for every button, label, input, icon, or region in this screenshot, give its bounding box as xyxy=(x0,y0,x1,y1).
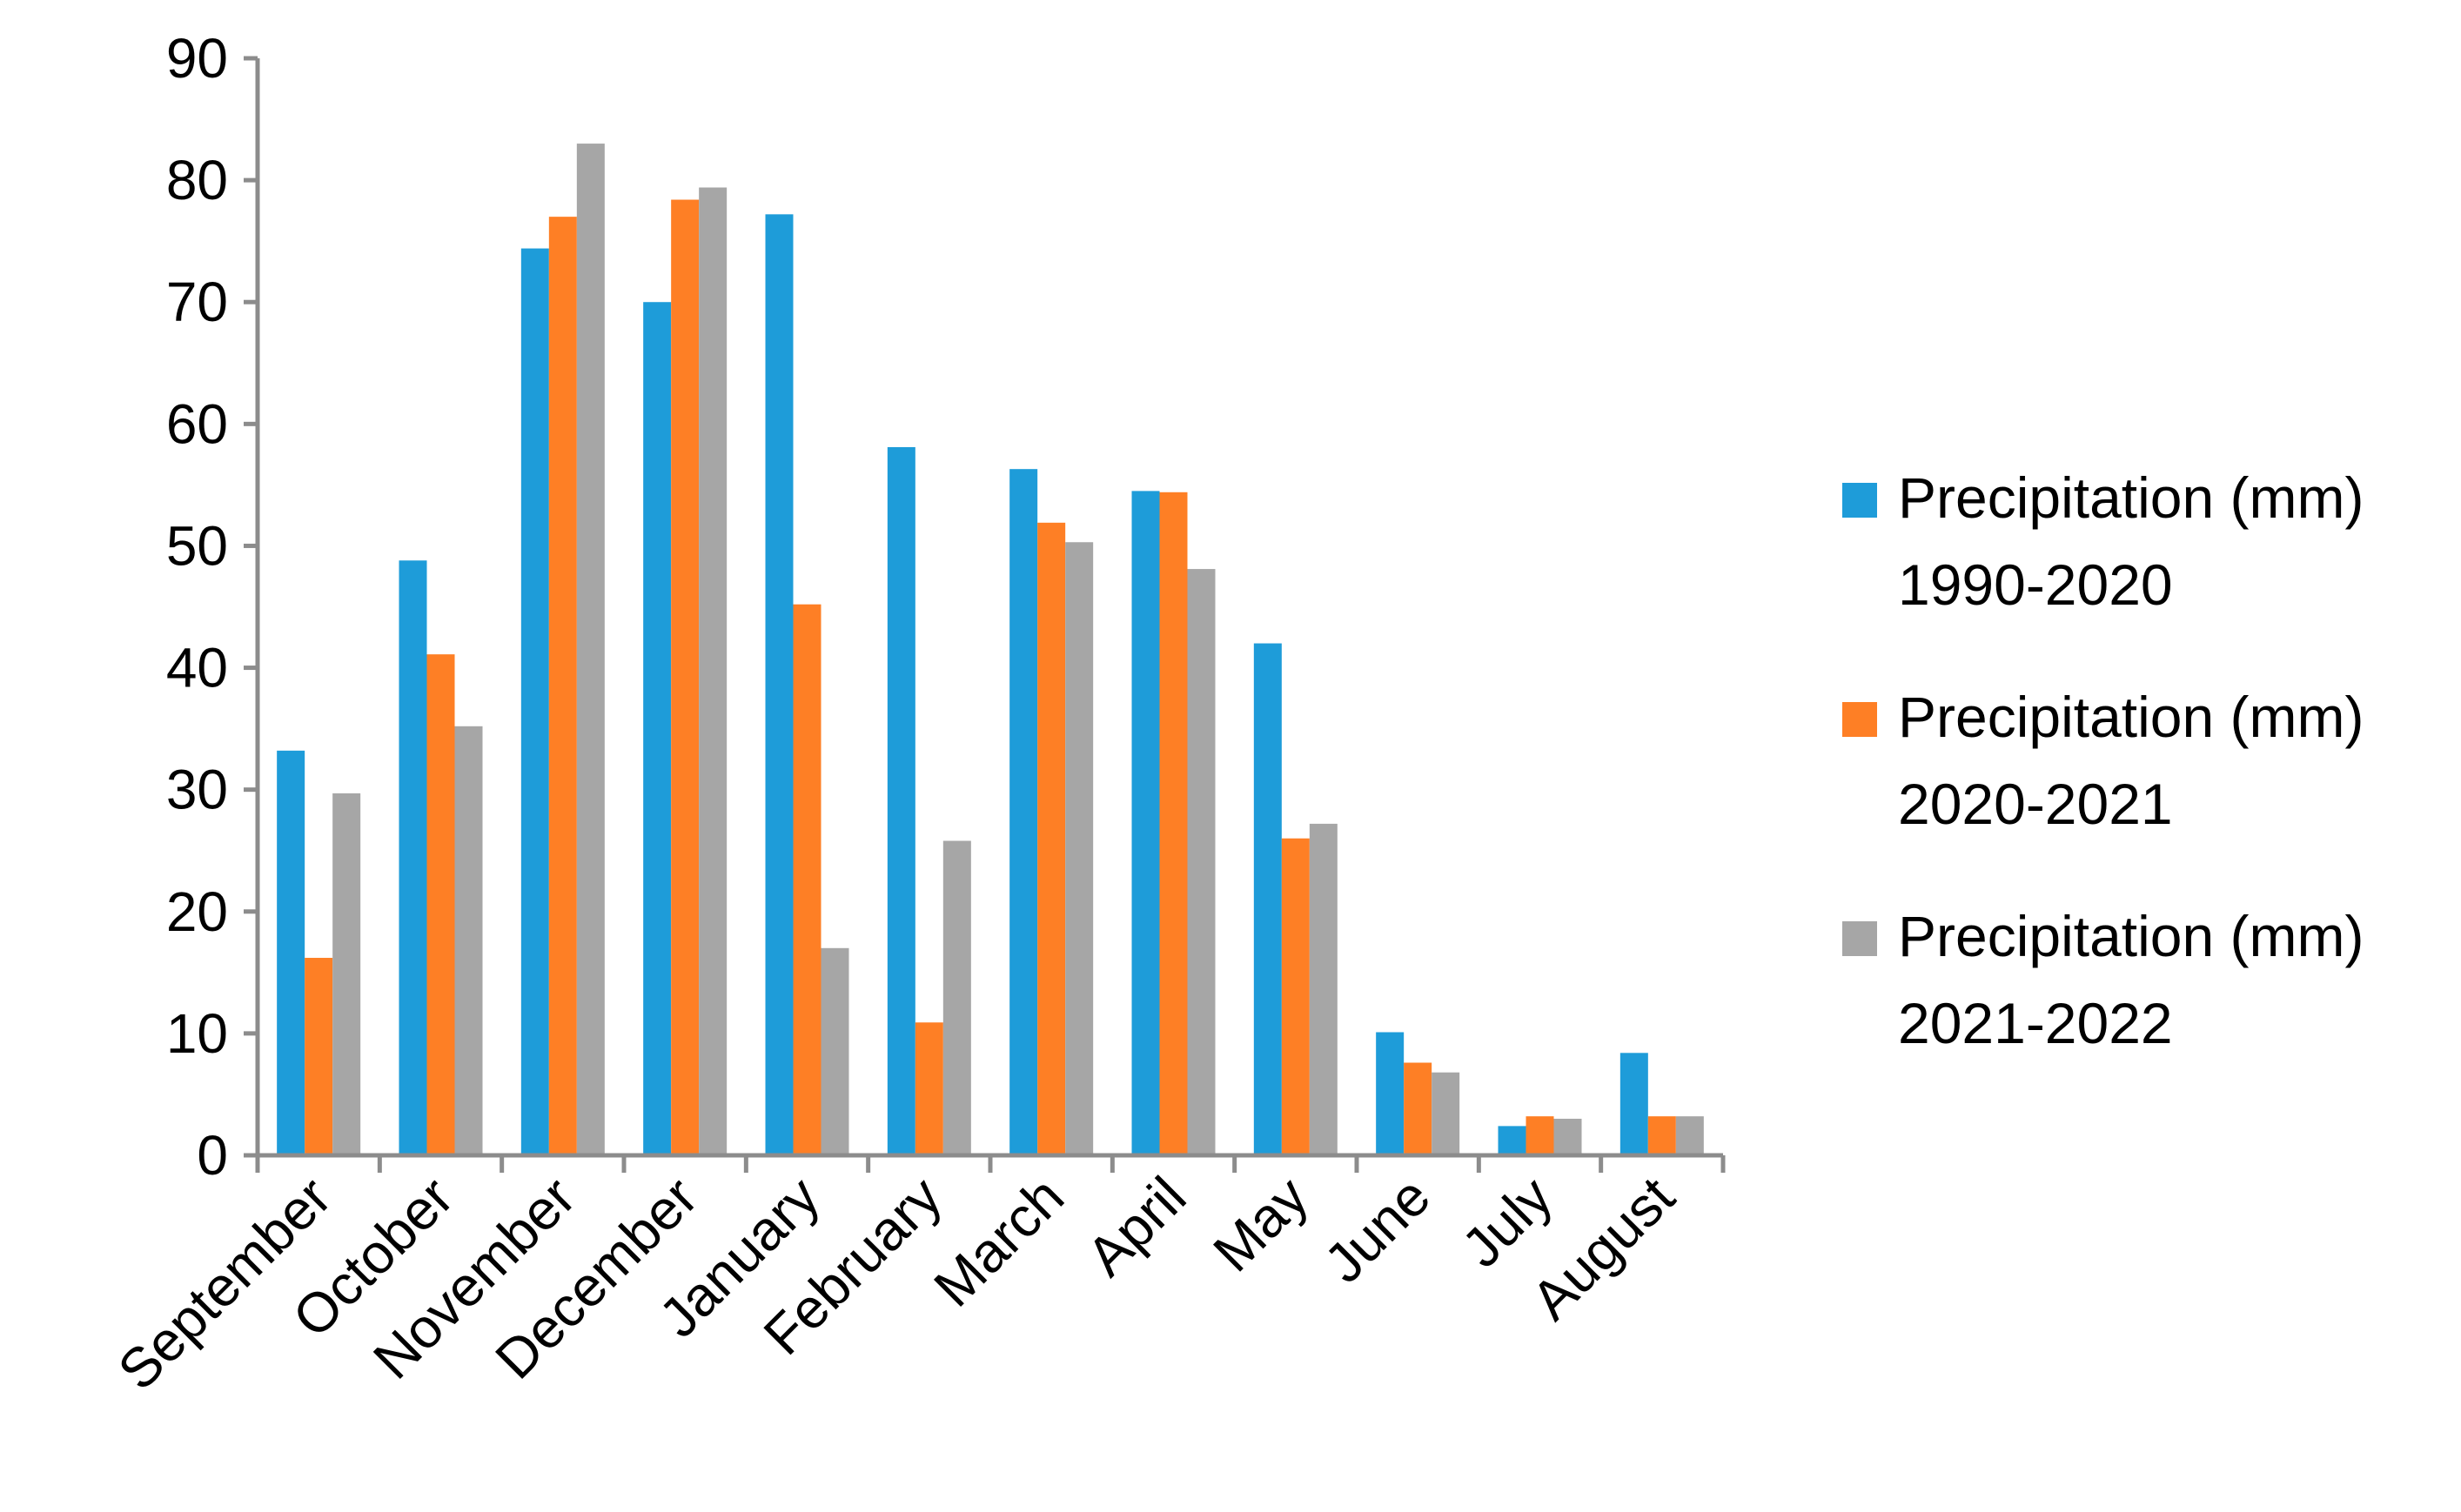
y-tick-label: 90 xyxy=(166,27,228,90)
bar-february-series-1 xyxy=(887,446,915,1155)
bar-may-series-2 xyxy=(1281,838,1310,1155)
bar-october-series-2 xyxy=(426,654,455,1155)
bar-june-series-3 xyxy=(1432,1072,1460,1155)
y-tick-label: 50 xyxy=(166,514,228,577)
bar-june-series-1 xyxy=(1376,1032,1405,1155)
y-tick-label: 80 xyxy=(166,149,228,211)
x-tick-label-april: April xyxy=(1075,1165,1197,1288)
bar-december-series-3 xyxy=(699,187,728,1155)
bar-march-series-3 xyxy=(1065,542,1094,1155)
bar-january-series-3 xyxy=(821,947,849,1155)
bar-september-series-3 xyxy=(332,793,361,1155)
bar-april-series-3 xyxy=(1187,569,1216,1155)
bar-may-series-1 xyxy=(1253,643,1282,1155)
x-tick-label-may: May xyxy=(1201,1165,1319,1283)
legend-swatch-2 xyxy=(1842,702,1877,737)
legend-label-2: 2020-2021 xyxy=(1898,772,2173,836)
bar-july-series-2 xyxy=(1526,1116,1554,1155)
legend-swatch-3 xyxy=(1842,921,1877,956)
bar-january-series-2 xyxy=(793,604,821,1155)
bar-march-series-2 xyxy=(1037,522,1066,1155)
legend-label-1: Precipitation (mm) xyxy=(1898,465,2364,530)
y-tick-label: 60 xyxy=(166,392,228,455)
legend-swatch-1 xyxy=(1842,483,1877,518)
bar-november-series-3 xyxy=(576,144,605,1156)
y-tick-label: 10 xyxy=(166,1002,228,1065)
x-tick-label-june: June xyxy=(1312,1165,1442,1295)
bar-july-series-3 xyxy=(1553,1118,1582,1155)
bar-december-series-2 xyxy=(671,199,700,1155)
bar-july-series-1 xyxy=(1498,1126,1526,1155)
x-tick-label-march: March xyxy=(922,1165,1076,1319)
legend-label-2: Precipitation (mm) xyxy=(1898,685,2364,749)
bar-august-series-3 xyxy=(1675,1116,1704,1155)
bar-january-series-1 xyxy=(765,214,794,1155)
bar-february-series-2 xyxy=(915,1022,943,1155)
y-tick-label: 20 xyxy=(166,880,228,943)
legend-label-1: 1990-2020 xyxy=(1898,552,2173,617)
bar-april-series-2 xyxy=(1159,492,1188,1155)
bar-october-series-3 xyxy=(454,726,483,1155)
y-tick-label: 70 xyxy=(166,271,228,333)
bar-march-series-1 xyxy=(1009,469,1038,1155)
bar-may-series-3 xyxy=(1309,823,1338,1155)
bar-august-series-1 xyxy=(1619,1053,1648,1155)
bar-february-series-3 xyxy=(942,840,971,1155)
bar-october-series-1 xyxy=(399,560,427,1155)
y-tick-label: 40 xyxy=(166,637,228,699)
legend-label-3: 2021-2022 xyxy=(1898,991,2173,1055)
bar-december-series-1 xyxy=(643,302,672,1155)
legend-label-3: Precipitation (mm) xyxy=(1898,904,2364,968)
y-tick-label: 30 xyxy=(166,759,228,821)
bar-june-series-2 xyxy=(1404,1062,1432,1155)
bar-august-series-2 xyxy=(1647,1116,1676,1155)
bar-november-series-1 xyxy=(520,248,549,1155)
y-tick-label: 0 xyxy=(197,1124,228,1187)
bar-september-series-1 xyxy=(277,750,305,1155)
bar-september-series-2 xyxy=(305,958,333,1155)
bar-november-series-2 xyxy=(548,217,577,1156)
bar-april-series-1 xyxy=(1131,491,1160,1155)
